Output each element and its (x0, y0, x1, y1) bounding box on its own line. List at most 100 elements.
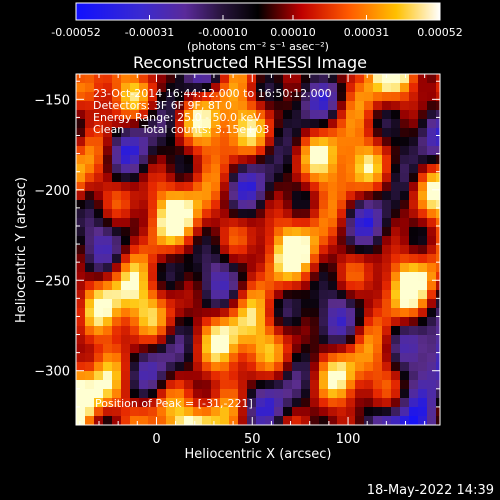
heatmap-cell (202, 398, 211, 407)
heatmap-cell (229, 272, 238, 281)
heatmap-cell (292, 218, 301, 227)
heatmap-cell (76, 380, 85, 389)
heatmap-cell (355, 146, 364, 155)
heatmap-cell (202, 236, 211, 245)
heatmap-cell (193, 164, 202, 173)
heatmap-cell (400, 290, 409, 299)
heatmap-cell (85, 119, 94, 128)
heatmap-cell (157, 326, 166, 335)
heatmap-cell (94, 236, 103, 245)
heatmap-cell (103, 236, 112, 245)
heatmap-cell (220, 407, 229, 416)
heatmap-cell (112, 362, 121, 371)
heatmap-cell (85, 362, 94, 371)
heatmap-cell (274, 245, 283, 254)
heatmap-cell (292, 362, 301, 371)
heatmap-cell (292, 200, 301, 209)
heatmap-cell (364, 200, 373, 209)
heatmap-cell (346, 101, 355, 110)
heatmap-cell (346, 227, 355, 236)
heatmap-cell (166, 308, 175, 317)
heatmap-cell (436, 308, 440, 317)
heatmap-cell (184, 299, 193, 308)
heatmap-cell (166, 182, 175, 191)
heatmap-cell (220, 119, 229, 128)
heatmap-cell (283, 245, 292, 254)
heatmap-cell (148, 281, 157, 290)
heatmap-cell (247, 281, 256, 290)
heatmap-cell (112, 272, 121, 281)
heatmap-cell (427, 200, 436, 209)
heatmap-cell (364, 299, 373, 308)
heatmap-cell (427, 74, 436, 83)
heatmap-cell (202, 83, 211, 92)
heatmap-cell (409, 362, 418, 371)
heatmap-cell (436, 254, 440, 263)
heatmap-cell (382, 308, 391, 317)
heatmap-cell (373, 101, 382, 110)
heatmap-cell (409, 380, 418, 389)
heatmap-cell (310, 110, 319, 119)
heatmap-cell (427, 146, 436, 155)
heatmap-cell (418, 344, 427, 353)
heatmap-cell (310, 218, 319, 227)
heatmap-cell (256, 92, 265, 101)
heatmap-cell (301, 344, 310, 353)
heatmap-cell (112, 254, 121, 263)
heatmap-cell (193, 308, 202, 317)
heatmap-cell (184, 380, 193, 389)
heatmap-cell (436, 353, 440, 362)
heatmap-cell (391, 407, 400, 416)
heatmap-cell (382, 281, 391, 290)
heatmap-cell (112, 299, 121, 308)
heatmap-cell (328, 380, 337, 389)
heatmap-cell (283, 362, 292, 371)
heatmap-cell (283, 281, 292, 290)
heatmap-cell (157, 398, 166, 407)
heatmap-cell (184, 83, 193, 92)
heatmap-cell (229, 317, 238, 326)
colorbar: -0.00052 -0.00031 -0.00010 0.00010 0.00031 0.… (51, 2, 463, 53)
heatmap-cell (202, 308, 211, 317)
heatmap-cell (247, 200, 256, 209)
heatmap-cell (319, 173, 328, 182)
heatmap-cell (328, 227, 337, 236)
heatmap-cell (193, 326, 202, 335)
heatmap-cell (202, 326, 211, 335)
heatmap-cell (391, 371, 400, 380)
heatmap-cell (238, 227, 247, 236)
heatmap-cell (274, 119, 283, 128)
heatmap-cell (121, 281, 130, 290)
heatmap-cell (157, 416, 166, 425)
colorbar-tick-label: -0.00031 (125, 26, 174, 39)
heatmap-cell (364, 146, 373, 155)
heatmap-cell (184, 236, 193, 245)
heatmap-cell (310, 362, 319, 371)
heatmap-cell (247, 119, 256, 128)
heatmap-cell (364, 74, 373, 83)
heatmap-cell (229, 263, 238, 272)
heatmap-cell (319, 164, 328, 173)
heatmap-cell (157, 191, 166, 200)
heatmap-cell (175, 380, 184, 389)
heatmap-cell (328, 407, 337, 416)
heatmap-cell (166, 83, 175, 92)
heatmap-cell (94, 407, 103, 416)
heatmap-cell (85, 227, 94, 236)
heatmap-cell (121, 317, 130, 326)
heatmap-cell (85, 191, 94, 200)
heatmap-cell (166, 74, 175, 83)
heatmap-cell (382, 263, 391, 272)
heatmap-cell (427, 101, 436, 110)
heatmap-cell (76, 389, 85, 398)
heatmap-cell (157, 200, 166, 209)
heatmap-cell (373, 407, 382, 416)
heatmap-cell (346, 146, 355, 155)
heatmap-cell (184, 218, 193, 227)
heatmap-cell (247, 164, 256, 173)
heatmap-cell (346, 245, 355, 254)
heatmap-cell (301, 101, 310, 110)
heatmap-cell (211, 407, 220, 416)
heatmap-cell (265, 236, 274, 245)
heatmap-cell (310, 290, 319, 299)
